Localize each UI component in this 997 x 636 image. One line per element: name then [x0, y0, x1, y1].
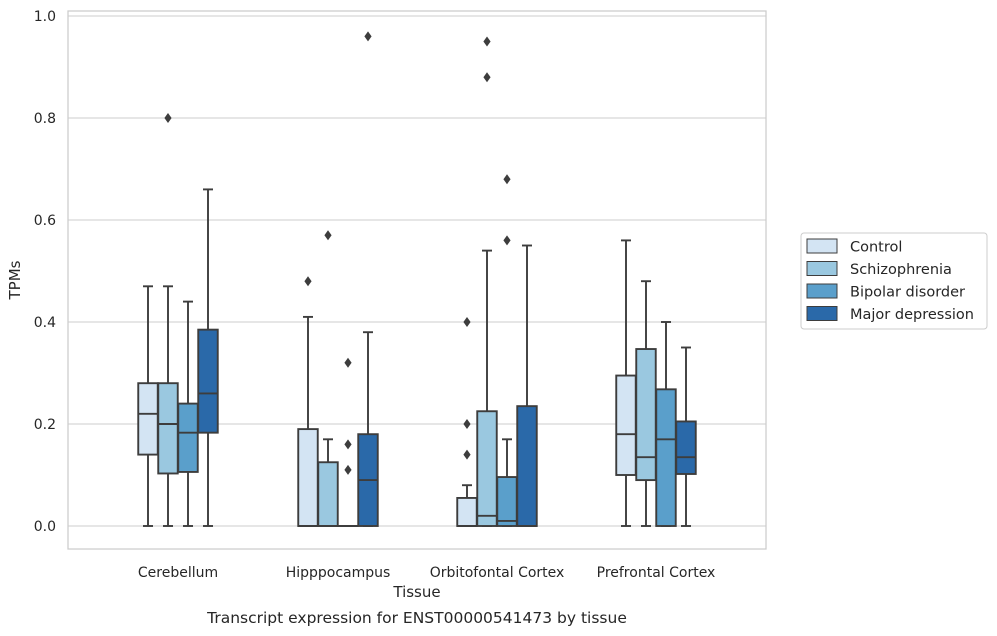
outlier-point — [344, 464, 352, 475]
iqr-box — [456, 497, 478, 527]
chart-caption: Transcript expression for ENST0000054147… — [206, 609, 627, 627]
box-bipolar-disorder-cerebellum — [177, 300, 199, 527]
iqr-box — [496, 476, 518, 527]
outlier-point — [344, 357, 352, 368]
legend-label: Schizophrenia — [850, 262, 952, 278]
legend-item-bipolar-disorder: Bipolar disorder — [806, 283, 965, 301]
outlier-point — [324, 230, 332, 241]
legend-item-control: Control — [806, 238, 902, 256]
iqr-box — [137, 382, 159, 456]
iqr-box — [297, 428, 319, 527]
box-control-hipppocampus — [297, 276, 319, 527]
x-axis-label: Tissue — [392, 583, 440, 601]
box-major-depression-hipppocampus — [357, 31, 379, 527]
outlier-point — [463, 419, 471, 429]
box-major-depression-cerebellum — [197, 188, 219, 527]
legend-swatch — [806, 283, 838, 299]
iqr-box — [635, 348, 657, 482]
y-tick-label: 0.2 — [34, 417, 56, 433]
outlier-point — [304, 276, 312, 287]
y-tick-label: 0.4 — [34, 315, 56, 331]
y-axis-ticks: 0.0 0.2 0.4 0.6 0.8 1.0 — [34, 9, 56, 535]
iqr-box — [177, 402, 199, 473]
x-axis-ticks: Cerebellum Hipppocampus Orbitofontal Corte… — [138, 565, 715, 581]
x-tick-label-cerebellum: Cerebellum — [138, 565, 218, 581]
legend-frame — [800, 232, 988, 330]
y-tick-label: 1.0 — [34, 9, 56, 25]
iqr-box — [157, 382, 179, 475]
iqr-box — [675, 420, 697, 475]
plot-area — [67, 10, 767, 550]
box-control-prefrontal-cortex — [615, 239, 637, 527]
legend-swatch — [806, 261, 838, 276]
legend-item-major-depression: Major depression — [806, 306, 974, 323]
box-control-orbitofontal-cortex — [456, 317, 478, 527]
box-bipolar-disorder-orbitofontal-cortex — [496, 174, 518, 527]
iqr-box — [317, 461, 339, 527]
legend-swatch — [806, 306, 838, 321]
y-tick-label: 0.8 — [34, 111, 56, 127]
y-tick-label: 0.0 — [34, 519, 56, 535]
box-bipolar-disorder-prefrontal-cortex — [655, 321, 677, 527]
y-tick-label: 0.6 — [34, 213, 56, 229]
outlier-point — [463, 317, 471, 327]
outlier-point — [463, 449, 471, 460]
legend-item-schizophrenia: Schizophrenia — [806, 261, 952, 278]
outlier-point — [483, 72, 491, 83]
outlier-point — [344, 439, 352, 450]
box-major-depression-prefrontal-cortex — [675, 346, 697, 527]
box-major-depression-orbitofontal-cortex — [516, 244, 538, 527]
outlier-point — [503, 174, 511, 185]
legend: Control Schizophrenia Bipolar disorder Majo… — [800, 232, 988, 330]
x-tick-label-hipppocampus: Hipppocampus — [286, 565, 391, 581]
x-tick-label-orbitofontal-cortex: Orbitofontal Cortex — [430, 565, 565, 581]
box-schizophrenia-hipppocampus — [317, 230, 339, 527]
outlier-point — [164, 113, 172, 123]
iqr-box — [197, 328, 219, 434]
iqr-box — [476, 410, 498, 527]
outlier-point — [483, 36, 491, 47]
outlier-point — [364, 31, 372, 42]
iqr-box — [516, 405, 538, 527]
outlier-point — [503, 235, 511, 246]
legend-label: Bipolar disorder — [850, 285, 965, 301]
box-schizophrenia-prefrontal-cortex — [635, 280, 657, 527]
y-axis-label: TPMs — [6, 260, 24, 300]
iqr-box — [615, 374, 637, 476]
iqr-box — [655, 388, 677, 527]
x-tick-label-prefrontal-cortex: Prefrontal Cortex — [597, 565, 716, 581]
legend-swatch — [806, 238, 838, 254]
legend-label: Major depression — [850, 307, 974, 323]
legend-label: Control — [850, 240, 902, 256]
box-schizophrenia-cerebellum — [157, 113, 179, 527]
box-bipolar-disorder-hipppocampus — [337, 357, 359, 527]
box-schizophrenia-orbitofontal-cortex — [476, 36, 498, 527]
boxes — [137, 31, 697, 527]
